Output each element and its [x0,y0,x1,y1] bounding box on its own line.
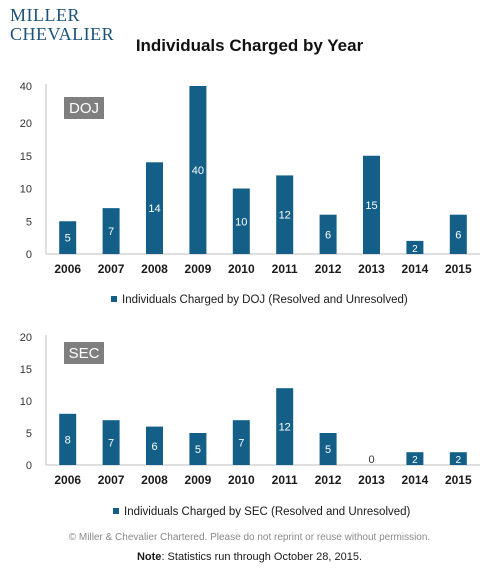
y-tick-label: 15 [20,364,32,376]
bar [319,433,337,465]
company-logo: MILLER CHEVALIER [10,6,114,43]
category-label: 2007 [98,262,125,276]
category-label: 2015 [445,262,472,276]
bar [406,452,424,465]
data-label: 14 [148,203,160,215]
category-label: 2007 [98,473,125,487]
footnote-text: : Statistics run through October 28, 201… [161,551,362,563]
data-label: 6 [151,441,157,453]
bar [59,221,77,254]
category-label: 2006 [54,262,81,276]
footnote-label: Note [136,551,162,563]
y-tick-label: 40 [20,81,32,93]
bar [232,188,250,254]
bar [146,162,163,254]
data-label: 12 [279,210,291,222]
data-label: 15 [365,200,377,212]
category-label: 2010 [228,473,255,487]
data-label: 7 [238,438,244,450]
y-tick-label: 20 [20,118,32,130]
data-label: 5 [325,444,331,456]
legend-label: Individuals Charged by SEC (Resolved and… [124,506,411,518]
category-label: 2011 [272,262,298,276]
legend-label: Individuals Charged by DOJ (Resolved and… [122,294,408,306]
footnote: Note: Statistics run through October 28,… [0,551,499,563]
chart-title: Individuals Charged by Year [135,36,364,55]
sec-chart: 05101520SEC82006720076200852009720101220… [20,332,480,518]
bar [449,452,467,465]
bar [102,208,120,254]
data-label: 0 [368,454,374,466]
category-label: 2009 [185,473,212,487]
y-tick-label: 0 [26,460,32,472]
bar [449,214,467,254]
category-label: 2013 [358,262,385,276]
legend: Individuals Charged by DOJ (Resolved and… [111,294,408,306]
data-label: 8 [65,434,71,446]
y-tick-label: 0 [26,249,32,261]
category-label: 2012 [315,473,342,487]
data-label: 2 [412,244,418,255]
data-label: 2 [456,455,462,466]
data-label: 12 [279,422,291,434]
data-label: 5 [195,444,201,456]
bar [146,426,163,465]
category-label: 2009 [185,262,212,276]
y-tick-label: 15 [20,151,32,163]
category-label: 2014 [402,473,429,487]
legend-swatch [113,508,119,514]
data-label: 5 [65,233,71,245]
bar [363,155,380,254]
data-label: 6 [455,229,461,241]
data-label: 6 [325,229,331,241]
category-label: 2011 [272,473,298,487]
bar [319,214,337,254]
category-label: 2014 [402,262,429,276]
bar [189,86,207,254]
bar [276,175,294,254]
doj-chart: 0 5 10 15 20 40 DOJ 5 2006 7 2007 14 2008 40 2009 10 201… [20,81,480,306]
data-label: 7 [108,226,114,238]
category-label: 2012 [315,262,342,276]
category-label: 2008 [141,262,168,276]
y-tick-label: 5 [26,428,32,440]
bar [406,240,424,254]
logo-line-2: CHEVALIER [10,24,115,44]
bar [232,420,250,465]
agency-label: SEC [69,345,100,362]
bar [102,420,120,465]
data-label: 40 [192,165,204,177]
data-label: 2 [412,455,418,466]
agency-label-box [64,342,104,364]
agency-label-box [64,97,104,119]
y-tick-label: 10 [20,184,32,196]
data-label: 7 [108,438,114,450]
legend-swatch [111,296,117,302]
legend: Individuals Charged by SEC (Resolved and… [113,506,411,518]
bar [59,413,77,465]
category-label: 2008 [141,473,168,487]
y-tick-label: 10 [20,396,32,408]
y-tick-label: 20 [20,332,32,344]
category-label: 2013 [358,473,385,487]
category-label: 2015 [445,473,472,487]
bar [276,388,294,465]
logo-line-1: MILLER [10,5,80,25]
copyright-notice: © Miller & Chevalier Chartered. Please d… [68,532,431,543]
category-label: 2010 [228,262,255,276]
category-label: 2006 [54,473,81,487]
bar [189,433,207,465]
agency-label: DOJ [69,100,99,117]
data-label: 10 [235,216,247,228]
y-tick-label: 5 [26,216,32,228]
